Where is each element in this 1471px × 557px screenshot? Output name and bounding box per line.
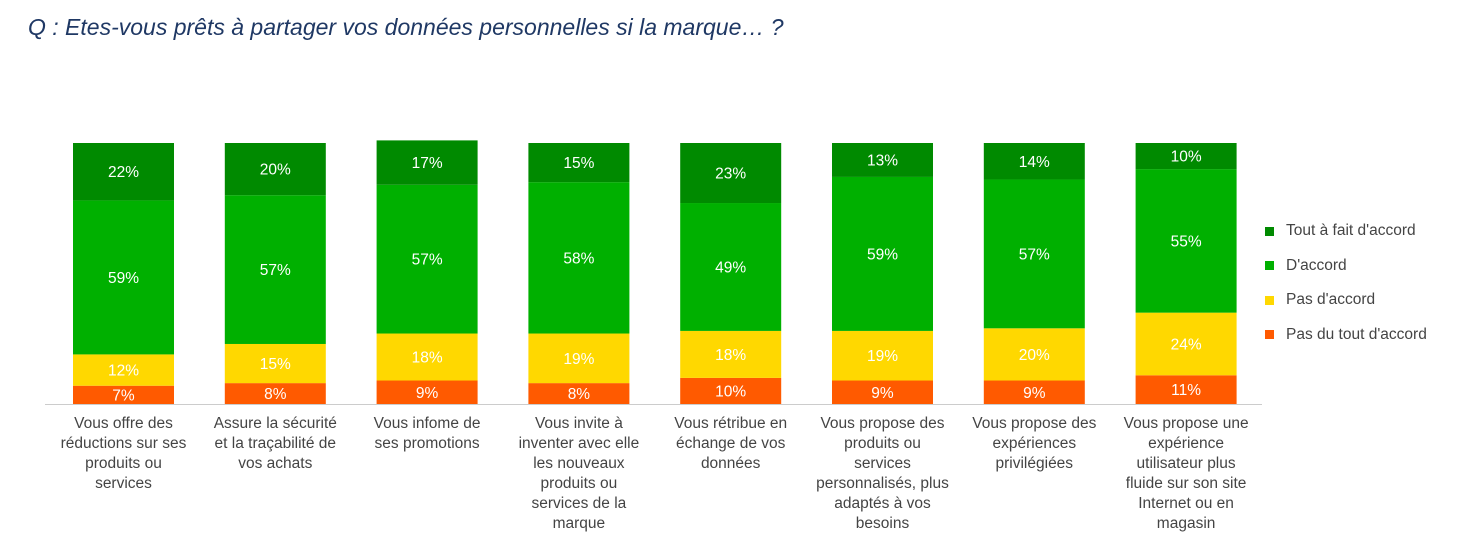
data-label: 17% <box>412 155 443 172</box>
data-label: 24% <box>1171 336 1202 353</box>
data-label: 15% <box>260 356 291 373</box>
bar-segment <box>376 140 478 185</box>
bar-segment <box>376 333 478 381</box>
data-label: 20% <box>1019 347 1050 364</box>
bar-segment <box>73 354 174 386</box>
legend-label: Tout à fait d'accord <box>1286 222 1416 240</box>
legend-label: Pas du tout d'accord <box>1286 325 1427 343</box>
bar-segment <box>680 203 782 331</box>
bar-segment <box>73 200 174 355</box>
data-label: 11% <box>1171 382 1201 399</box>
bar-segment <box>832 330 933 381</box>
bar-segment <box>224 383 326 404</box>
bar-segment <box>73 143 174 201</box>
data-label: 18% <box>412 350 443 367</box>
data-label: 57% <box>412 252 443 269</box>
data-label: 49% <box>715 259 746 276</box>
data-label: 57% <box>1019 246 1050 263</box>
data-label: 9% <box>1023 385 1046 402</box>
bar-segment <box>224 143 326 196</box>
category-label: Vous offre des réductions sur ses produi… <box>60 415 187 492</box>
bar-segment <box>528 182 630 334</box>
data-label: 55% <box>1171 233 1202 250</box>
data-label: 14% <box>1019 154 1050 171</box>
category-label: Vous propose une expérience utilisateur … <box>1123 415 1249 532</box>
bar-segment <box>224 195 326 344</box>
bar-segment <box>1135 169 1237 313</box>
legend-swatch <box>1265 295 1274 305</box>
bar-segment <box>224 343 326 384</box>
data-label: 9% <box>871 385 894 402</box>
data-label: 19% <box>563 351 594 368</box>
bar-segment <box>1135 375 1237 404</box>
data-label: 12% <box>108 363 139 380</box>
data-label: 59% <box>867 246 898 263</box>
bar-segment <box>528 383 630 404</box>
data-label: 13% <box>867 152 898 169</box>
bar-segment <box>832 380 933 404</box>
bar-segment <box>832 176 933 331</box>
bar-segment <box>1135 312 1237 376</box>
data-label: 18% <box>715 347 746 364</box>
data-label: 59% <box>108 270 139 287</box>
data-label: 9% <box>416 385 439 402</box>
bar-segment <box>832 143 933 177</box>
legend-label: D'accord <box>1286 256 1347 274</box>
bar-segment <box>376 380 478 404</box>
data-label: 57% <box>260 262 291 279</box>
bar-segment <box>983 179 1085 329</box>
bar-segment <box>1135 143 1237 170</box>
category-label: Vous invite à inventer avec elle les nou… <box>518 415 640 532</box>
category-label: Vous rétribue en échange de vos données <box>674 415 788 472</box>
data-label: 23% <box>715 166 746 183</box>
bar-segment <box>983 380 1085 404</box>
bar-segment <box>983 328 1085 381</box>
data-label: 58% <box>563 250 594 267</box>
bar-segment <box>528 333 630 384</box>
category-label: Vous infome de ses promotions <box>373 415 481 452</box>
data-label: 10% <box>1171 149 1202 166</box>
bar-segment <box>528 143 630 183</box>
bar-segment <box>680 377 782 404</box>
bar-segment <box>376 184 478 334</box>
chart-title: Q : Etes-vous prêts à partager vos donné… <box>28 14 784 40</box>
legend-swatch <box>1265 226 1274 236</box>
category-label: Assure la sécurité et la traçabilité de … <box>213 415 337 472</box>
data-label: 7% <box>112 387 135 404</box>
legend-item: Tout à fait d'accord <box>1265 214 1427 249</box>
data-label: 19% <box>867 348 898 365</box>
data-label: 20% <box>260 162 291 179</box>
data-label: 10% <box>715 383 746 400</box>
bar-segment <box>983 143 1085 180</box>
category-label: Vous propose des expériences privilégiée… <box>972 415 1097 472</box>
legend-label: Pas d'accord <box>1286 291 1376 309</box>
data-label: 22% <box>108 164 139 181</box>
bar-segment <box>73 385 174 404</box>
legend-item: Pas du tout d'accord <box>1265 318 1427 353</box>
data-label: 8% <box>568 386 591 403</box>
legend-item: D'accord <box>1265 249 1427 284</box>
legend: Tout à fait d'accord D'accord Pas d'accord… <box>1265 214 1427 352</box>
bar-segment <box>680 330 782 378</box>
bar-segment <box>680 143 782 204</box>
legend-item: Pas d'accord <box>1265 283 1427 318</box>
category-label: Vous propose des produits ou services pe… <box>816 415 949 532</box>
data-label: 15% <box>563 155 594 172</box>
legend-swatch <box>1265 261 1274 271</box>
legend-swatch <box>1265 330 1274 340</box>
data-label: 8% <box>264 386 287 403</box>
